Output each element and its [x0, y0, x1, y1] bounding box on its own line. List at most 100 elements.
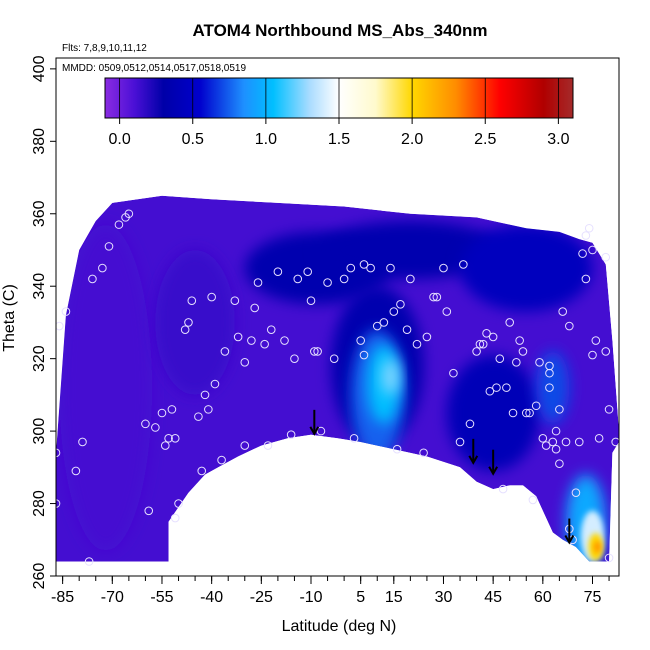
- observation-point: [141, 419, 150, 429]
- flights-label: Flts: 7,8,9,10,11,12: [62, 43, 147, 54]
- observation-point: [545, 368, 554, 378]
- observation-point: [449, 368, 458, 378]
- observation-point: [346, 263, 356, 273]
- observation-point: [498, 484, 508, 494]
- observation-point: [240, 357, 250, 367]
- observation-point: [406, 274, 415, 284]
- observation-point: [78, 437, 87, 447]
- y-tick-label: 400: [31, 55, 48, 82]
- observation-point: [124, 209, 134, 219]
- observation-point: [531, 401, 541, 411]
- observation-point: [482, 329, 491, 338]
- observation-point: [525, 408, 534, 418]
- observation-point: [379, 318, 389, 327]
- colorbar-tick-label: 1.0: [255, 131, 277, 148]
- observation-point: [71, 466, 81, 476]
- observation-point: [151, 423, 160, 432]
- observation-point: [164, 434, 173, 443]
- x-tick-label: -55: [150, 589, 173, 606]
- observation-point: [548, 437, 558, 447]
- observation-point: [349, 434, 359, 443]
- colorbar-tick-label: 1.5: [328, 131, 350, 148]
- observation-point: [601, 252, 611, 262]
- observation-point: [280, 336, 289, 345]
- observation-point: [260, 339, 269, 349]
- colorbar: 0.0 0.5 1.0 1.5 2.0 2.5 3.0: [104, 77, 574, 148]
- observation-point: [465, 419, 475, 429]
- observation-point: [174, 499, 183, 508]
- field-patch-1: [155, 249, 235, 395]
- observation-point: [389, 307, 399, 316]
- observation-point: [459, 260, 468, 269]
- observation-point: [104, 242, 114, 251]
- chart-title: ATOM4 Northbound MS_Abs_340nm: [192, 21, 487, 40]
- observation-point: [61, 307, 71, 316]
- y-tick-label: 280: [31, 490, 48, 517]
- event-arrow: [309, 409, 320, 436]
- observation-point: [455, 437, 465, 447]
- observation-point: [515, 336, 524, 345]
- observation-point: [313, 347, 322, 356]
- observation-point: [170, 513, 180, 523]
- observation-point: [263, 441, 273, 450]
- colorbar-tick-label: 2.5: [474, 131, 496, 148]
- observation-point: [310, 347, 319, 356]
- observation-point: [601, 347, 611, 356]
- observation-point: [84, 557, 94, 566]
- observation-points: [56, 209, 619, 566]
- observation-point: [220, 347, 230, 356]
- colorbar-tick-label: 0.5: [182, 131, 204, 148]
- observation-point: [472, 347, 481, 356]
- observation-point: [253, 278, 263, 287]
- observation-point: [561, 437, 571, 447]
- observation-point: [230, 296, 240, 305]
- observation-point: [339, 274, 349, 284]
- observation-point: [545, 383, 554, 392]
- observation-point: [366, 263, 375, 273]
- observation-point: [574, 437, 584, 447]
- observation-point: [402, 325, 412, 334]
- y-tick-label: 360: [31, 200, 48, 227]
- observation-point: [266, 325, 276, 334]
- observation-point: [594, 434, 604, 443]
- observation-point: [217, 455, 226, 465]
- event-arrow: [468, 438, 479, 465]
- field-patch-0: [59, 224, 153, 551]
- observation-point: [541, 441, 551, 450]
- observation-point: [604, 405, 614, 414]
- observation-point: [419, 448, 428, 458]
- y-axis-label: Theta (C): [1, 284, 18, 352]
- observation-point: [98, 263, 107, 273]
- observation-point: [521, 408, 531, 418]
- observation-point: [551, 444, 561, 454]
- x-tick-label: -85: [51, 589, 74, 606]
- observation-point: [581, 274, 591, 284]
- observation-point: [604, 553, 614, 563]
- observation-point: [485, 386, 495, 396]
- observation-point: [588, 245, 597, 255]
- y-tick-label: 260: [31, 563, 48, 590]
- observation-point: [306, 296, 316, 305]
- observation-point: [611, 437, 619, 447]
- observation-point: [359, 260, 369, 269]
- observation-point: [551, 426, 561, 436]
- observation-point: [233, 332, 243, 342]
- x-tick-label: 75: [584, 589, 602, 606]
- observation-point: [316, 426, 326, 436]
- x-tick-label: -40: [200, 589, 223, 606]
- field-patch-3: [317, 221, 504, 279]
- colorbar-tick-label: 2.0: [401, 131, 423, 148]
- observation-point: [184, 318, 193, 327]
- observation-point: [555, 405, 564, 414]
- event-arrow: [564, 518, 575, 545]
- observation-point: [571, 488, 581, 497]
- y-tick-label: 380: [31, 128, 48, 155]
- observation-point: [432, 292, 442, 302]
- x-tick-label: 30: [435, 589, 453, 606]
- observation-point: [412, 339, 422, 349]
- observation-point: [88, 274, 97, 284]
- observation-point: [187, 296, 197, 305]
- observation-point: [584, 223, 594, 233]
- observation-point: [386, 263, 395, 273]
- observation-point: [512, 357, 521, 367]
